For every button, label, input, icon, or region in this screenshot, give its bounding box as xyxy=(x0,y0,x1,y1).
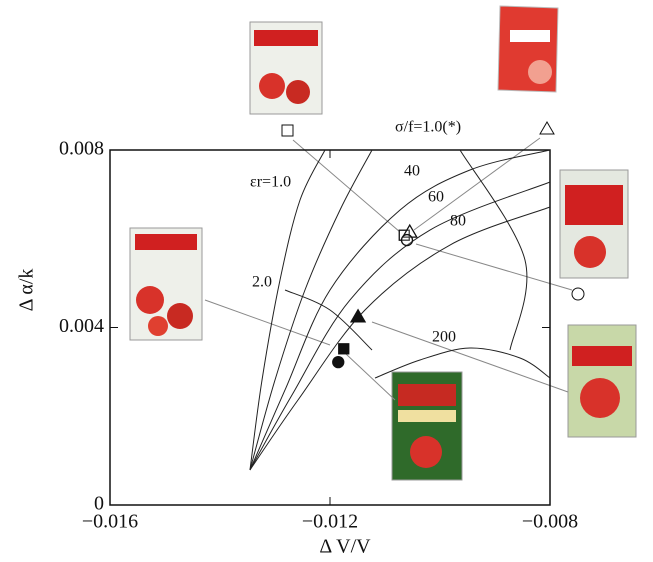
page: Δ V/V Δ α/k −0.016 −0.012 −0.008 0 0.004 0.00… xyxy=(0,0,653,562)
product-photo xyxy=(392,372,462,480)
annotation: 60 xyxy=(428,189,444,206)
point xyxy=(333,357,344,368)
annotation: 2.0 xyxy=(252,274,272,291)
x-tick-label: −0.008 xyxy=(522,511,578,533)
annotation: 40 xyxy=(404,163,420,180)
y-tick-label: 0.004 xyxy=(59,315,104,337)
annotation: 200 xyxy=(432,329,456,346)
annotation: εr=1.0 xyxy=(250,174,291,191)
product-photo xyxy=(250,22,322,114)
x-tick-label: −0.012 xyxy=(302,511,358,533)
annotation: σ/f=1.0(*) xyxy=(395,119,461,136)
legend-symbol xyxy=(282,125,293,136)
legend-symbol xyxy=(540,122,554,134)
x-axis-label: Δ V/V xyxy=(319,536,371,558)
curve xyxy=(250,150,372,470)
curve xyxy=(250,150,325,470)
point xyxy=(402,235,413,246)
product-photo xyxy=(498,6,558,92)
product-photo xyxy=(130,228,202,340)
product-photo xyxy=(568,325,636,437)
point xyxy=(339,344,349,354)
annotation: 80 xyxy=(450,213,466,230)
chart: Δ V/V Δ α/k −0.016 −0.012 −0.008 0 0.004 0.00… xyxy=(0,0,653,562)
legend-symbol xyxy=(572,288,584,300)
curve xyxy=(460,150,527,350)
y-tick-label: 0 xyxy=(94,493,104,515)
x-tick-label: −0.016 xyxy=(82,511,138,533)
product-photo xyxy=(560,170,628,278)
y-axis-label: Δ α/k xyxy=(16,269,38,312)
y-tick-label: 0.008 xyxy=(59,138,104,160)
